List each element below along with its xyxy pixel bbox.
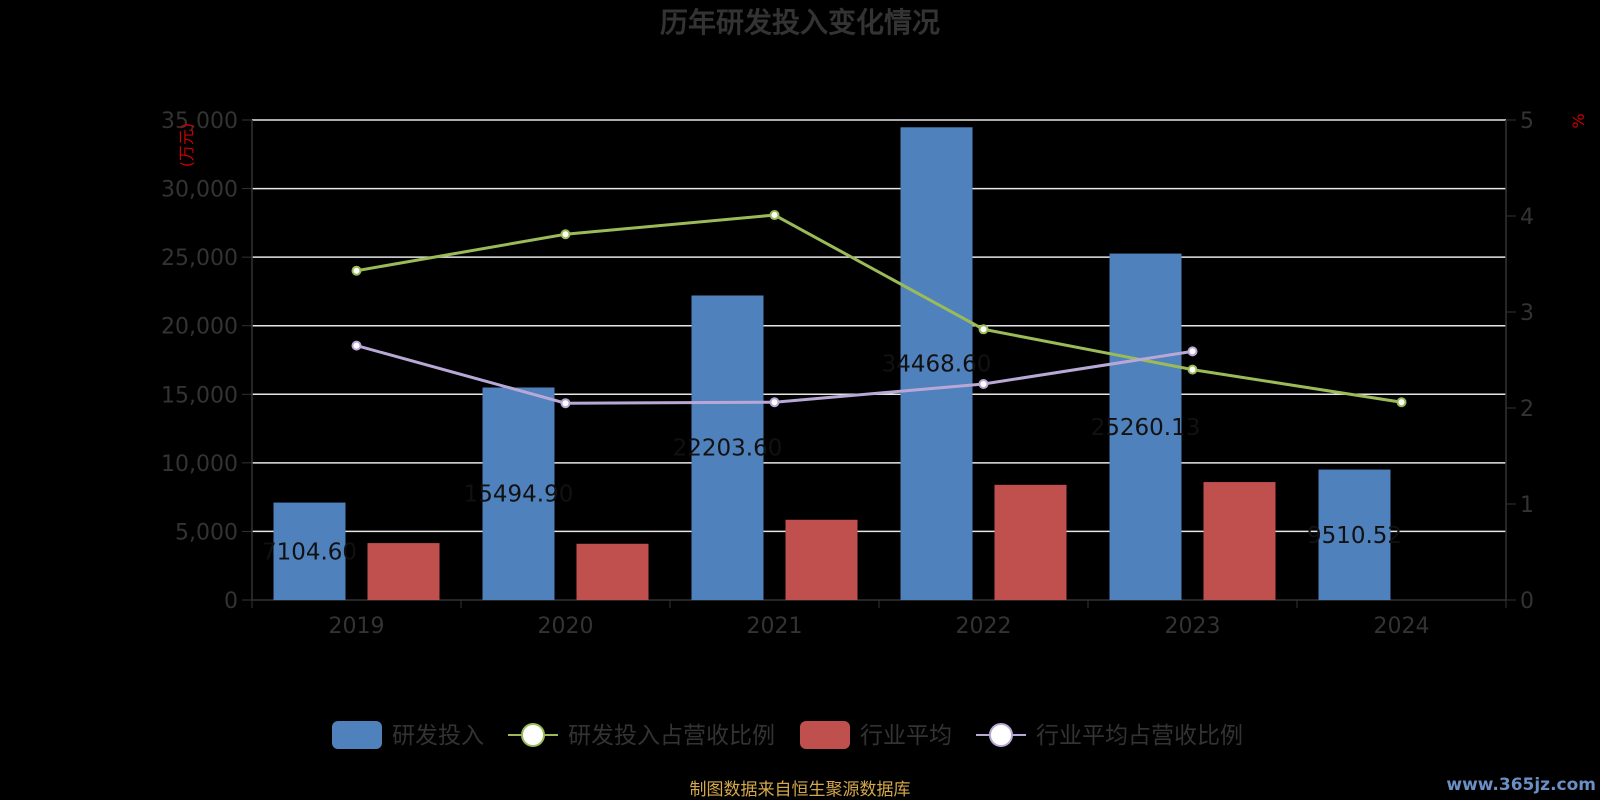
legend-item: 行业平均: [800, 721, 952, 749]
line-point: [1187, 364, 1198, 375]
left-tick-label: 35,000: [161, 109, 238, 134]
legend-label: 行业平均占营收比例: [1036, 723, 1243, 749]
right-y-axis: 0 1 2 3 4 5: [1505, 109, 1534, 614]
left-tick-label: 30,000: [161, 178, 238, 203]
x-tick-label: 2022: [956, 614, 1012, 639]
data-source-note: 制图数据来自恒生聚源数据库: [690, 780, 911, 800]
legend-swatch-marker: [989, 723, 1013, 747]
right-tick-label: 4: [1520, 205, 1534, 230]
x-axis: 2019 2020 2021 2022 2023 2024: [251, 599, 1507, 639]
legend-label: 行业平均: [860, 723, 952, 749]
line-point: [978, 324, 989, 335]
bar-value-label: 25260.13: [1091, 415, 1201, 441]
line-point: [978, 379, 989, 389]
left-tick-label: 20,000: [161, 315, 238, 340]
bar: [785, 519, 858, 600]
x-tick-label: 2020: [538, 614, 594, 639]
line-point: [769, 397, 780, 408]
left-tick-label: 5,000: [175, 520, 238, 545]
left-tick-label: 25,000: [161, 246, 238, 271]
legend: 研发投入 研发投入占营收比例 行业平均 行业平均占营收比例: [332, 721, 1243, 749]
legend-swatch-marker: [521, 723, 545, 747]
watermark: www.365jz.com: [1446, 775, 1596, 795]
right-tick-label: 1: [1520, 493, 1534, 518]
legend-label: 研发投入占营收比例: [568, 723, 775, 749]
bar-data-labels: 7104.60 15494.90 22203.60 34468.60 25260.13 9…: [262, 352, 1402, 566]
legend-item: 行业平均占营收比例: [976, 723, 1243, 749]
left-tick-label: 15,000: [161, 383, 238, 408]
right-axis-label: %: [1569, 113, 1588, 128]
legend-swatch-bar: [332, 721, 382, 749]
bar-value-label: 34468.60: [882, 352, 992, 378]
gridlines: [252, 119, 1506, 533]
legend-label: 研发投入: [392, 723, 484, 749]
left-tick-label: 10,000: [161, 452, 238, 477]
left-axis-label: (万元): [177, 123, 196, 168]
x-tick-label: 2024: [1374, 614, 1430, 639]
bar: [1318, 469, 1391, 600]
line-point: [560, 229, 571, 240]
line-point: [560, 398, 571, 409]
bar-value-label: 9510.52: [1307, 523, 1402, 549]
bar: [367, 543, 440, 600]
bar: [576, 543, 649, 600]
legend-swatch-bar: [800, 721, 850, 749]
bar-series: [273, 127, 1391, 600]
left-tick-label: 0: [224, 589, 238, 614]
bar: [900, 127, 973, 600]
bar: [1203, 482, 1276, 600]
bar-value-label: 15494.90: [464, 482, 574, 508]
bar-value-label: 7104.60: [262, 539, 357, 565]
line-point: [351, 340, 362, 351]
legend-item: 研发投入: [332, 721, 484, 749]
chart-title: 历年研发投入变化情况: [660, 6, 940, 39]
series-line: [356, 213, 1402, 404]
line-point: [351, 265, 362, 276]
right-tick-label: 2: [1520, 397, 1534, 422]
right-tick-label: 0: [1520, 589, 1534, 614]
bar: [482, 387, 555, 600]
line-series: [351, 210, 1407, 409]
left-y-axis: 0 5,000 10,000 15,000 20,000 25,000 30,000 35,0…: [161, 109, 253, 614]
line-point: [1396, 397, 1407, 408]
right-tick-label: 3: [1520, 301, 1534, 326]
bar: [1109, 253, 1182, 600]
line-point: [769, 210, 780, 221]
bar: [994, 484, 1067, 600]
x-tick-label: 2023: [1165, 614, 1221, 639]
bar-value-label: 22203.60: [673, 436, 783, 462]
line-point: [1187, 346, 1198, 357]
right-tick-label: 5: [1520, 109, 1534, 134]
legend-item: 研发投入占营收比例: [508, 723, 775, 749]
bar: [691, 295, 764, 600]
x-tick-label: 2019: [329, 614, 385, 639]
x-tick-label: 2021: [747, 614, 803, 639]
bar: [273, 502, 346, 600]
